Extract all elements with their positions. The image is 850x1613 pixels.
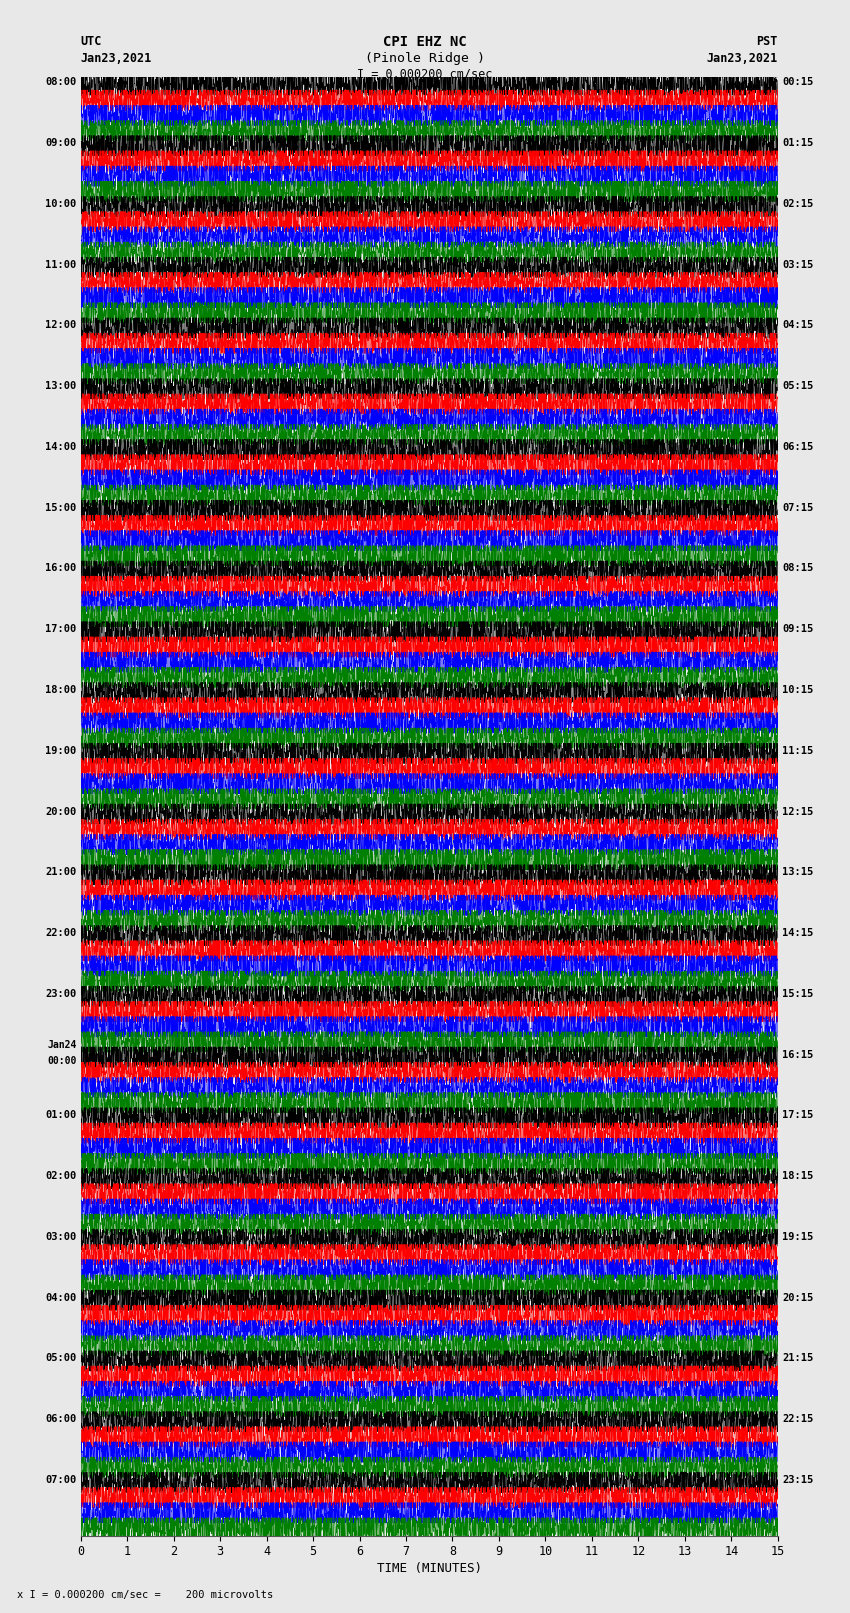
Text: (Pinole Ridge ): (Pinole Ridge ) xyxy=(365,52,485,65)
Text: 09:00: 09:00 xyxy=(45,139,76,148)
Text: 17:15: 17:15 xyxy=(782,1110,813,1121)
Text: 18:00: 18:00 xyxy=(45,686,76,695)
Text: 10:00: 10:00 xyxy=(45,198,76,210)
Text: 10:15: 10:15 xyxy=(782,686,813,695)
Text: 04:00: 04:00 xyxy=(45,1292,76,1303)
Text: 13:00: 13:00 xyxy=(45,381,76,392)
Text: 20:00: 20:00 xyxy=(45,806,76,816)
Text: 06:00: 06:00 xyxy=(45,1415,76,1424)
Text: 11:00: 11:00 xyxy=(45,260,76,269)
Text: 02:00: 02:00 xyxy=(45,1171,76,1181)
Text: 15:15: 15:15 xyxy=(782,989,813,998)
Text: 18:15: 18:15 xyxy=(782,1171,813,1181)
Text: 16:15: 16:15 xyxy=(782,1050,813,1060)
Text: 13:15: 13:15 xyxy=(782,868,813,877)
Text: 02:15: 02:15 xyxy=(782,198,813,210)
Text: 08:15: 08:15 xyxy=(782,563,813,574)
Text: 14:15: 14:15 xyxy=(782,927,813,939)
Text: 12:00: 12:00 xyxy=(45,321,76,331)
Text: 16:00: 16:00 xyxy=(45,563,76,574)
Text: PST: PST xyxy=(756,35,778,48)
Text: 03:15: 03:15 xyxy=(782,260,813,269)
Text: 20:15: 20:15 xyxy=(782,1292,813,1303)
Text: 12:15: 12:15 xyxy=(782,806,813,816)
Text: CPI EHZ NC: CPI EHZ NC xyxy=(383,35,467,50)
Text: 19:00: 19:00 xyxy=(45,745,76,756)
Text: 09:15: 09:15 xyxy=(782,624,813,634)
Text: 19:15: 19:15 xyxy=(782,1232,813,1242)
Text: 03:00: 03:00 xyxy=(45,1232,76,1242)
Text: 21:00: 21:00 xyxy=(45,868,76,877)
Text: 22:15: 22:15 xyxy=(782,1415,813,1424)
Text: 05:00: 05:00 xyxy=(45,1353,76,1363)
Text: 17:00: 17:00 xyxy=(45,624,76,634)
Text: 23:00: 23:00 xyxy=(45,989,76,998)
Text: 07:00: 07:00 xyxy=(45,1474,76,1486)
Text: 14:00: 14:00 xyxy=(45,442,76,452)
Text: 00:00: 00:00 xyxy=(47,1057,76,1066)
Text: 11:15: 11:15 xyxy=(782,745,813,756)
Text: 04:15: 04:15 xyxy=(782,321,813,331)
Text: 15:00: 15:00 xyxy=(45,503,76,513)
Text: 05:15: 05:15 xyxy=(782,381,813,392)
Text: Jan24: Jan24 xyxy=(47,1039,76,1050)
X-axis label: TIME (MINUTES): TIME (MINUTES) xyxy=(377,1563,482,1576)
Text: 23:15: 23:15 xyxy=(782,1474,813,1486)
Text: x I = 0.000200 cm/sec =    200 microvolts: x I = 0.000200 cm/sec = 200 microvolts xyxy=(17,1590,273,1600)
Text: 01:00: 01:00 xyxy=(45,1110,76,1121)
Text: 07:15: 07:15 xyxy=(782,503,813,513)
Text: 01:15: 01:15 xyxy=(782,139,813,148)
Text: Jan23,2021: Jan23,2021 xyxy=(706,52,778,65)
Text: 21:15: 21:15 xyxy=(782,1353,813,1363)
Text: 22:00: 22:00 xyxy=(45,927,76,939)
Text: UTC: UTC xyxy=(81,35,102,48)
Text: I = 0.000200 cm/sec: I = 0.000200 cm/sec xyxy=(357,68,493,81)
Text: 08:00: 08:00 xyxy=(45,77,76,87)
Text: 06:15: 06:15 xyxy=(782,442,813,452)
Text: 00:15: 00:15 xyxy=(782,77,813,87)
Text: Jan23,2021: Jan23,2021 xyxy=(81,52,152,65)
